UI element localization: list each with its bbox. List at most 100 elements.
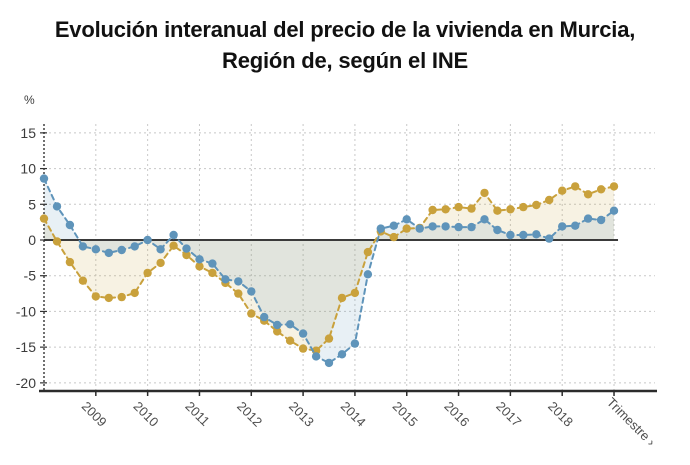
data-point-serie_azul[interactable] [415,224,424,233]
data-point-serie_ocre[interactable] [571,182,580,191]
data-point-serie_azul[interactable] [506,230,515,240]
data-point-serie_azul[interactable] [130,242,139,251]
data-point-serie_ocre[interactable] [143,268,152,278]
data-point-serie_azul[interactable] [545,234,554,243]
data-point-serie_ocre[interactable] [363,247,373,257]
data-point-serie_ocre[interactable] [78,276,88,285]
data-point-serie_ocre[interactable] [234,289,243,298]
data-point-serie_azul[interactable] [311,352,321,361]
data-point-serie_ocre[interactable] [104,293,114,303]
data-point-serie_azul[interactable] [441,222,450,231]
data-point-serie_azul[interactable] [195,255,204,264]
data-point-serie_ocre[interactable] [273,327,282,336]
data-point-serie_ocre[interactable] [130,288,139,298]
data-point-serie_azul[interactable] [583,214,593,223]
data-point-serie_ocre[interactable] [441,205,450,214]
data-point-serie_azul[interactable] [39,174,49,183]
data-point-serie_azul[interactable] [532,230,541,239]
x-year-label: 2012 [234,399,265,430]
data-point-serie_ocre[interactable] [493,206,502,215]
data-point-serie_azul[interactable] [298,329,308,338]
data-point-serie_azul[interactable] [143,235,152,245]
y-tick-label: -20 [16,375,36,391]
x-year-label: 2017 [493,399,524,430]
data-point-serie_azul[interactable] [52,202,62,211]
data-point-serie_azul[interactable] [389,221,398,230]
x-year-label: 2014 [338,399,369,430]
data-point-serie_azul[interactable] [519,230,528,240]
data-point-serie_ocre[interactable] [324,334,334,343]
data-point-serie_ocre[interactable] [454,202,463,212]
x-year-label: 2009 [79,399,110,430]
data-point-serie_ocre[interactable] [91,292,101,301]
data-point-serie_ocre[interactable] [39,214,49,223]
data-point-serie_ocre[interactable] [389,232,398,242]
data-point-serie_azul[interactable] [208,259,217,268]
data-point-serie_azul[interactable] [78,242,88,251]
line-serie_azul [43,177,615,365]
data-point-serie_azul[interactable] [273,320,282,330]
data-point-serie_azul[interactable] [65,220,75,230]
data-point-serie_ocre[interactable] [195,262,204,271]
data-point-serie_ocre[interactable] [298,344,308,353]
data-point-serie_azul[interactable] [596,215,606,225]
data-point-serie_ocre[interactable] [402,224,411,233]
data-point-serie_ocre[interactable] [52,237,62,246]
data-point-serie_azul[interactable] [156,245,165,254]
data-point-serie_ocre[interactable] [247,309,256,318]
data-point-serie_azul[interactable] [169,230,178,240]
data-point-serie_azul[interactable] [402,215,411,224]
data-point-serie_ocre[interactable] [156,258,165,268]
data-point-serie_azul[interactable] [558,222,567,231]
y-tick-label: 15 [20,125,36,141]
data-point-serie_azul[interactable] [363,270,373,279]
chart-title-line1: Evolución interanual del precio de la vi… [54,17,636,42]
x-year-label: 2018 [545,399,576,430]
data-point-serie_azul[interactable] [260,312,269,322]
data-point-serie_ocre[interactable] [583,190,593,199]
data-point-serie_azul[interactable] [324,358,334,368]
data-point-serie_azul[interactable] [337,350,347,359]
data-point-serie_azul[interactable] [493,225,502,235]
data-point-serie_ocre[interactable] [558,186,567,195]
data-point-serie_azul[interactable] [221,275,230,284]
data-point-serie_ocre[interactable] [506,205,515,214]
data-point-serie_ocre[interactable] [350,288,360,298]
data-point-serie_ocre[interactable] [532,200,541,210]
data-point-serie_ocre[interactable] [609,182,619,191]
data-point-serie_azul[interactable] [104,248,114,258]
data-point-serie_ocre[interactable] [182,250,191,260]
data-point-serie_azul[interactable] [117,245,126,255]
data-point-serie_ocre[interactable] [480,188,489,198]
data-point-serie_azul[interactable] [480,215,489,224]
data-point-serie_ocre[interactable] [65,257,75,267]
data-point-serie_azul[interactable] [350,339,360,348]
y-tick-label: 5 [28,196,36,212]
data-point-serie_azul[interactable] [182,244,191,253]
data-point-serie_ocre[interactable] [169,241,178,250]
y-tick-label: -5 [24,268,37,284]
data-point-serie_ocre[interactable] [519,202,528,212]
data-point-serie_azul[interactable] [428,222,437,231]
data-point-serie_ocre[interactable] [545,195,554,205]
data-point-serie_ocre[interactable] [428,205,437,215]
data-point-serie_azul[interactable] [234,277,243,286]
data-point-serie_azul[interactable] [609,206,619,215]
data-point-serie_azul[interactable] [454,222,463,232]
data-point-serie_ocre[interactable] [467,204,476,213]
data-point-serie_azul[interactable] [91,245,101,254]
data-point-serie_ocre[interactable] [285,336,295,345]
data-point-serie_azul[interactable] [376,224,385,233]
data-point-serie_azul[interactable] [285,320,295,329]
data-point-serie_azul[interactable] [467,222,476,232]
x-axis-title: Trimestre › [604,395,659,450]
y-tick-label: 10 [20,161,36,177]
data-point-serie_azul[interactable] [571,221,580,230]
data-point-serie_ocre[interactable] [337,293,347,303]
data-point-serie_ocre[interactable] [596,185,606,194]
data-point-serie_azul[interactable] [247,287,256,296]
x-year-label: 2016 [441,399,472,430]
data-point-serie_ocre[interactable] [208,268,217,278]
data-point-serie_ocre[interactable] [117,292,126,302]
